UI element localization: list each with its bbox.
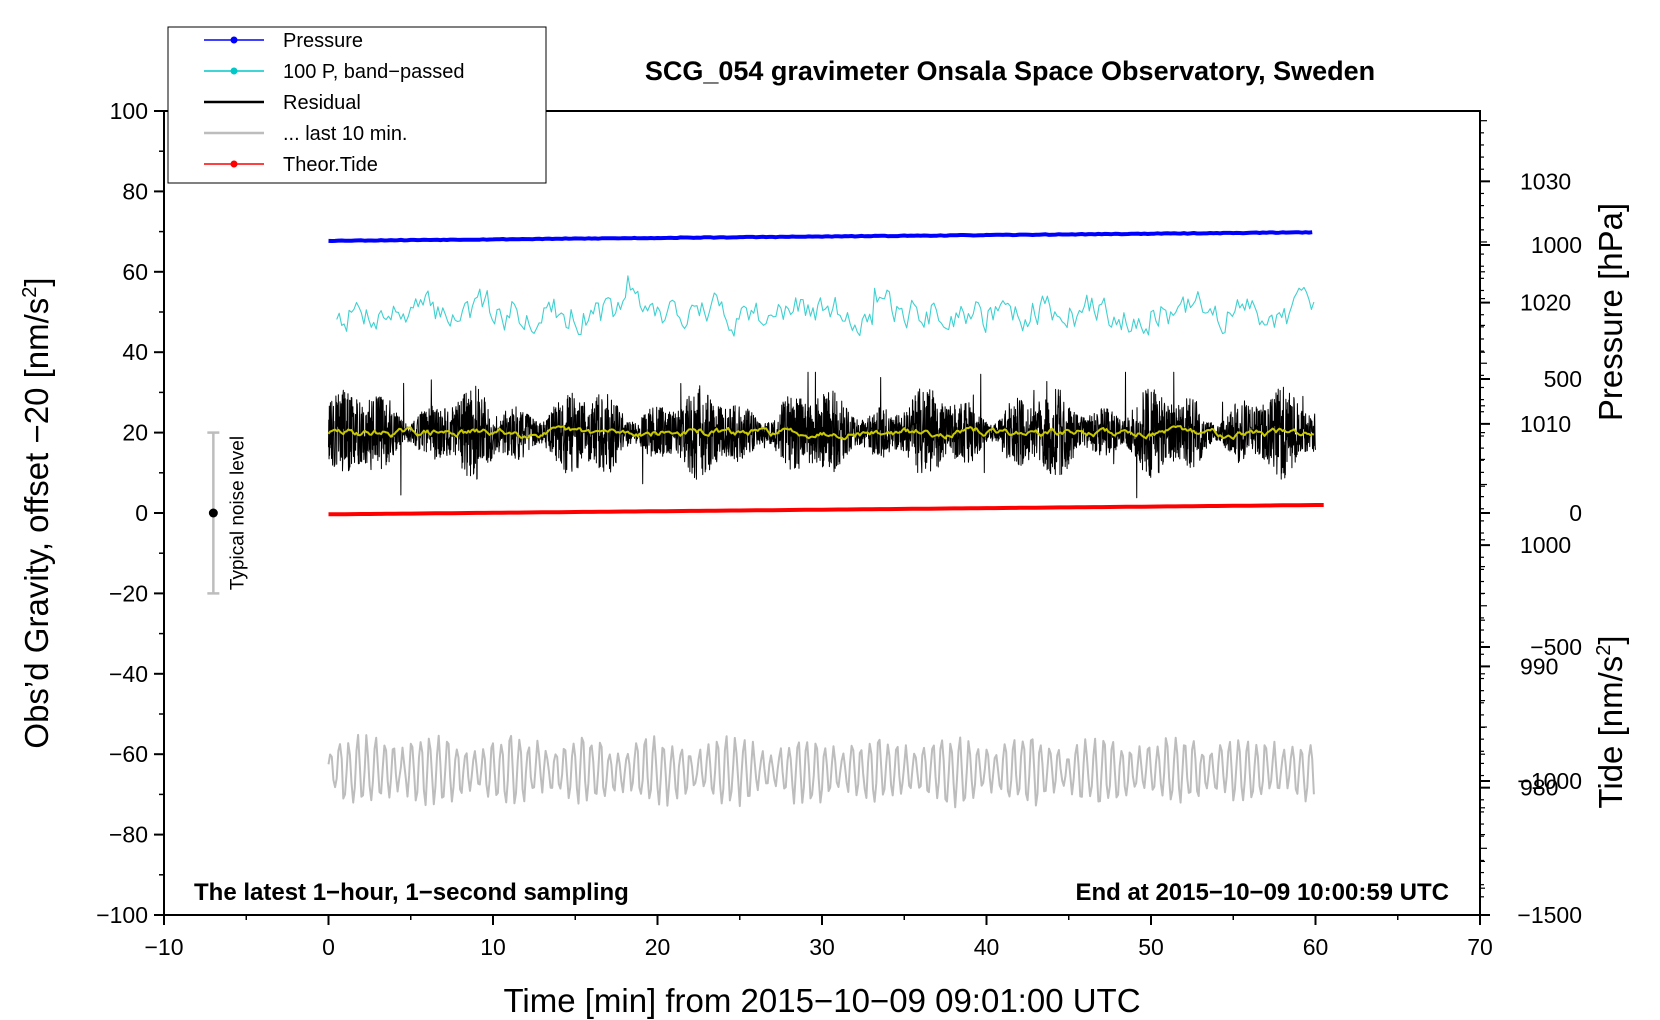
y-axis-label-left-main: Obs’d Gravity, offset −20 [nm/s — [18, 298, 55, 749]
legend-item: Pressure — [204, 30, 363, 52]
tide-tick-label: 0 — [1569, 500, 1582, 526]
tide-tick-label: −1500 — [1517, 902, 1582, 928]
y-tick-label: 0 — [135, 500, 148, 526]
pressure-tick-label: 1010 — [1520, 411, 1571, 437]
pressure-tick-label: 1000 — [1520, 532, 1571, 558]
y-tick-label: 80 — [122, 178, 148, 204]
legend-box — [167, 26, 547, 184]
series-layer — [327, 230, 1324, 809]
legend-item: Residual — [204, 92, 361, 114]
x-tick-label: 70 — [1467, 934, 1493, 960]
noise-bar: Typical noise level — [207, 431, 248, 595]
y-axis-label-tide-sup: 2 — [1593, 645, 1615, 656]
tide-tick-label: −1000 — [1517, 768, 1582, 794]
noise-bar-center — [208, 508, 218, 518]
y-axis-label-left-close: ] — [18, 277, 55, 286]
pressure-tick-label: 1020 — [1520, 290, 1571, 316]
legend-item: ... last 10 min. — [204, 123, 408, 145]
chart-title: SCG_054 gravimeter Onsala Space Observat… — [645, 56, 1375, 86]
pressure-tick-label: 990 — [1520, 653, 1558, 679]
legend: Pressure 100 P, band−passed Residual ... la… — [167, 26, 547, 184]
series-theor-tide — [328, 503, 1324, 517]
y-tick-label: 100 — [110, 98, 148, 124]
x-tick-label: −10 — [144, 934, 183, 960]
series-last-10-min — [327, 733, 1315, 809]
y-tick-label: 20 — [122, 420, 148, 446]
annotation-left: The latest 1−hour, 1−second sampling — [194, 879, 629, 906]
tick-layer: −10 0 10 20 30 40 50 60 70−100−80−60−40−20020406… — [96, 98, 1582, 960]
series-pressure — [328, 230, 1313, 243]
x-tick-label: 0 — [322, 934, 335, 960]
pressure-tick-label: 980 — [1520, 775, 1558, 801]
x-tick-label: 30 — [809, 934, 835, 960]
y-tick-label: −100 — [96, 902, 148, 928]
legend-label: Theor.Tide — [283, 154, 378, 176]
x-tick-label: 50 — [1138, 934, 1164, 960]
y-tick-label: −40 — [109, 661, 148, 687]
tide-tick-label: 500 — [1544, 366, 1582, 392]
series-bandpassed-pressure — [336, 275, 1315, 337]
x-tick-label: 60 — [1303, 934, 1329, 960]
y-axis-label-tide-main: Tide [nm/s — [1592, 656, 1629, 809]
y-axis-label-pressure: Pressure [hPa] — [1592, 203, 1629, 421]
legend-swatch-marker — [230, 67, 238, 75]
x-axis-label: Time [min] from 2015−10−09 09:01:00 UTC — [503, 982, 1140, 1019]
y-axis-label-tide: Tide [nm/s2] — [1592, 635, 1629, 808]
x-tick-label: 20 — [645, 934, 671, 960]
y-axis-label-left-sup: 2 — [19, 287, 41, 298]
noise-bar-label: Typical noise level — [227, 436, 248, 590]
y-tick-label: −60 — [109, 741, 148, 767]
tide-tick-label: 1000 — [1531, 232, 1582, 258]
x-tick-label: 10 — [480, 934, 506, 960]
y-axis-label-tide-close: ] — [1592, 635, 1629, 644]
legend-label: 100 P, band−passed — [283, 61, 464, 83]
tide-tick-label: −500 — [1530, 634, 1582, 660]
y-tick-label: −80 — [109, 822, 148, 848]
x-tick-label: 40 — [974, 934, 1000, 960]
pressure-tick-label: 1030 — [1520, 168, 1571, 194]
legend-item: Theor.Tide — [204, 154, 378, 176]
y-tick-label: 60 — [122, 259, 148, 285]
y-axis-label-left: Obs’d Gravity, offset −20 [nm/s2] — [18, 277, 55, 748]
legend-label: ... last 10 min. — [283, 123, 408, 145]
y-tick-label: 40 — [122, 339, 148, 365]
series-residual-smoothed — [327, 425, 1315, 441]
series-residual — [328, 371, 1316, 499]
annotation-right: End at 2015−10−09 10:00:59 UTC — [1075, 879, 1449, 906]
legend-item: 100 P, band−passed — [204, 61, 464, 83]
legend-label: Residual — [283, 92, 361, 114]
legend-swatch-marker — [230, 36, 238, 44]
y-tick-label: −20 — [109, 580, 148, 606]
legend-label: Pressure — [283, 30, 363, 52]
legend-swatch-marker — [230, 160, 238, 168]
